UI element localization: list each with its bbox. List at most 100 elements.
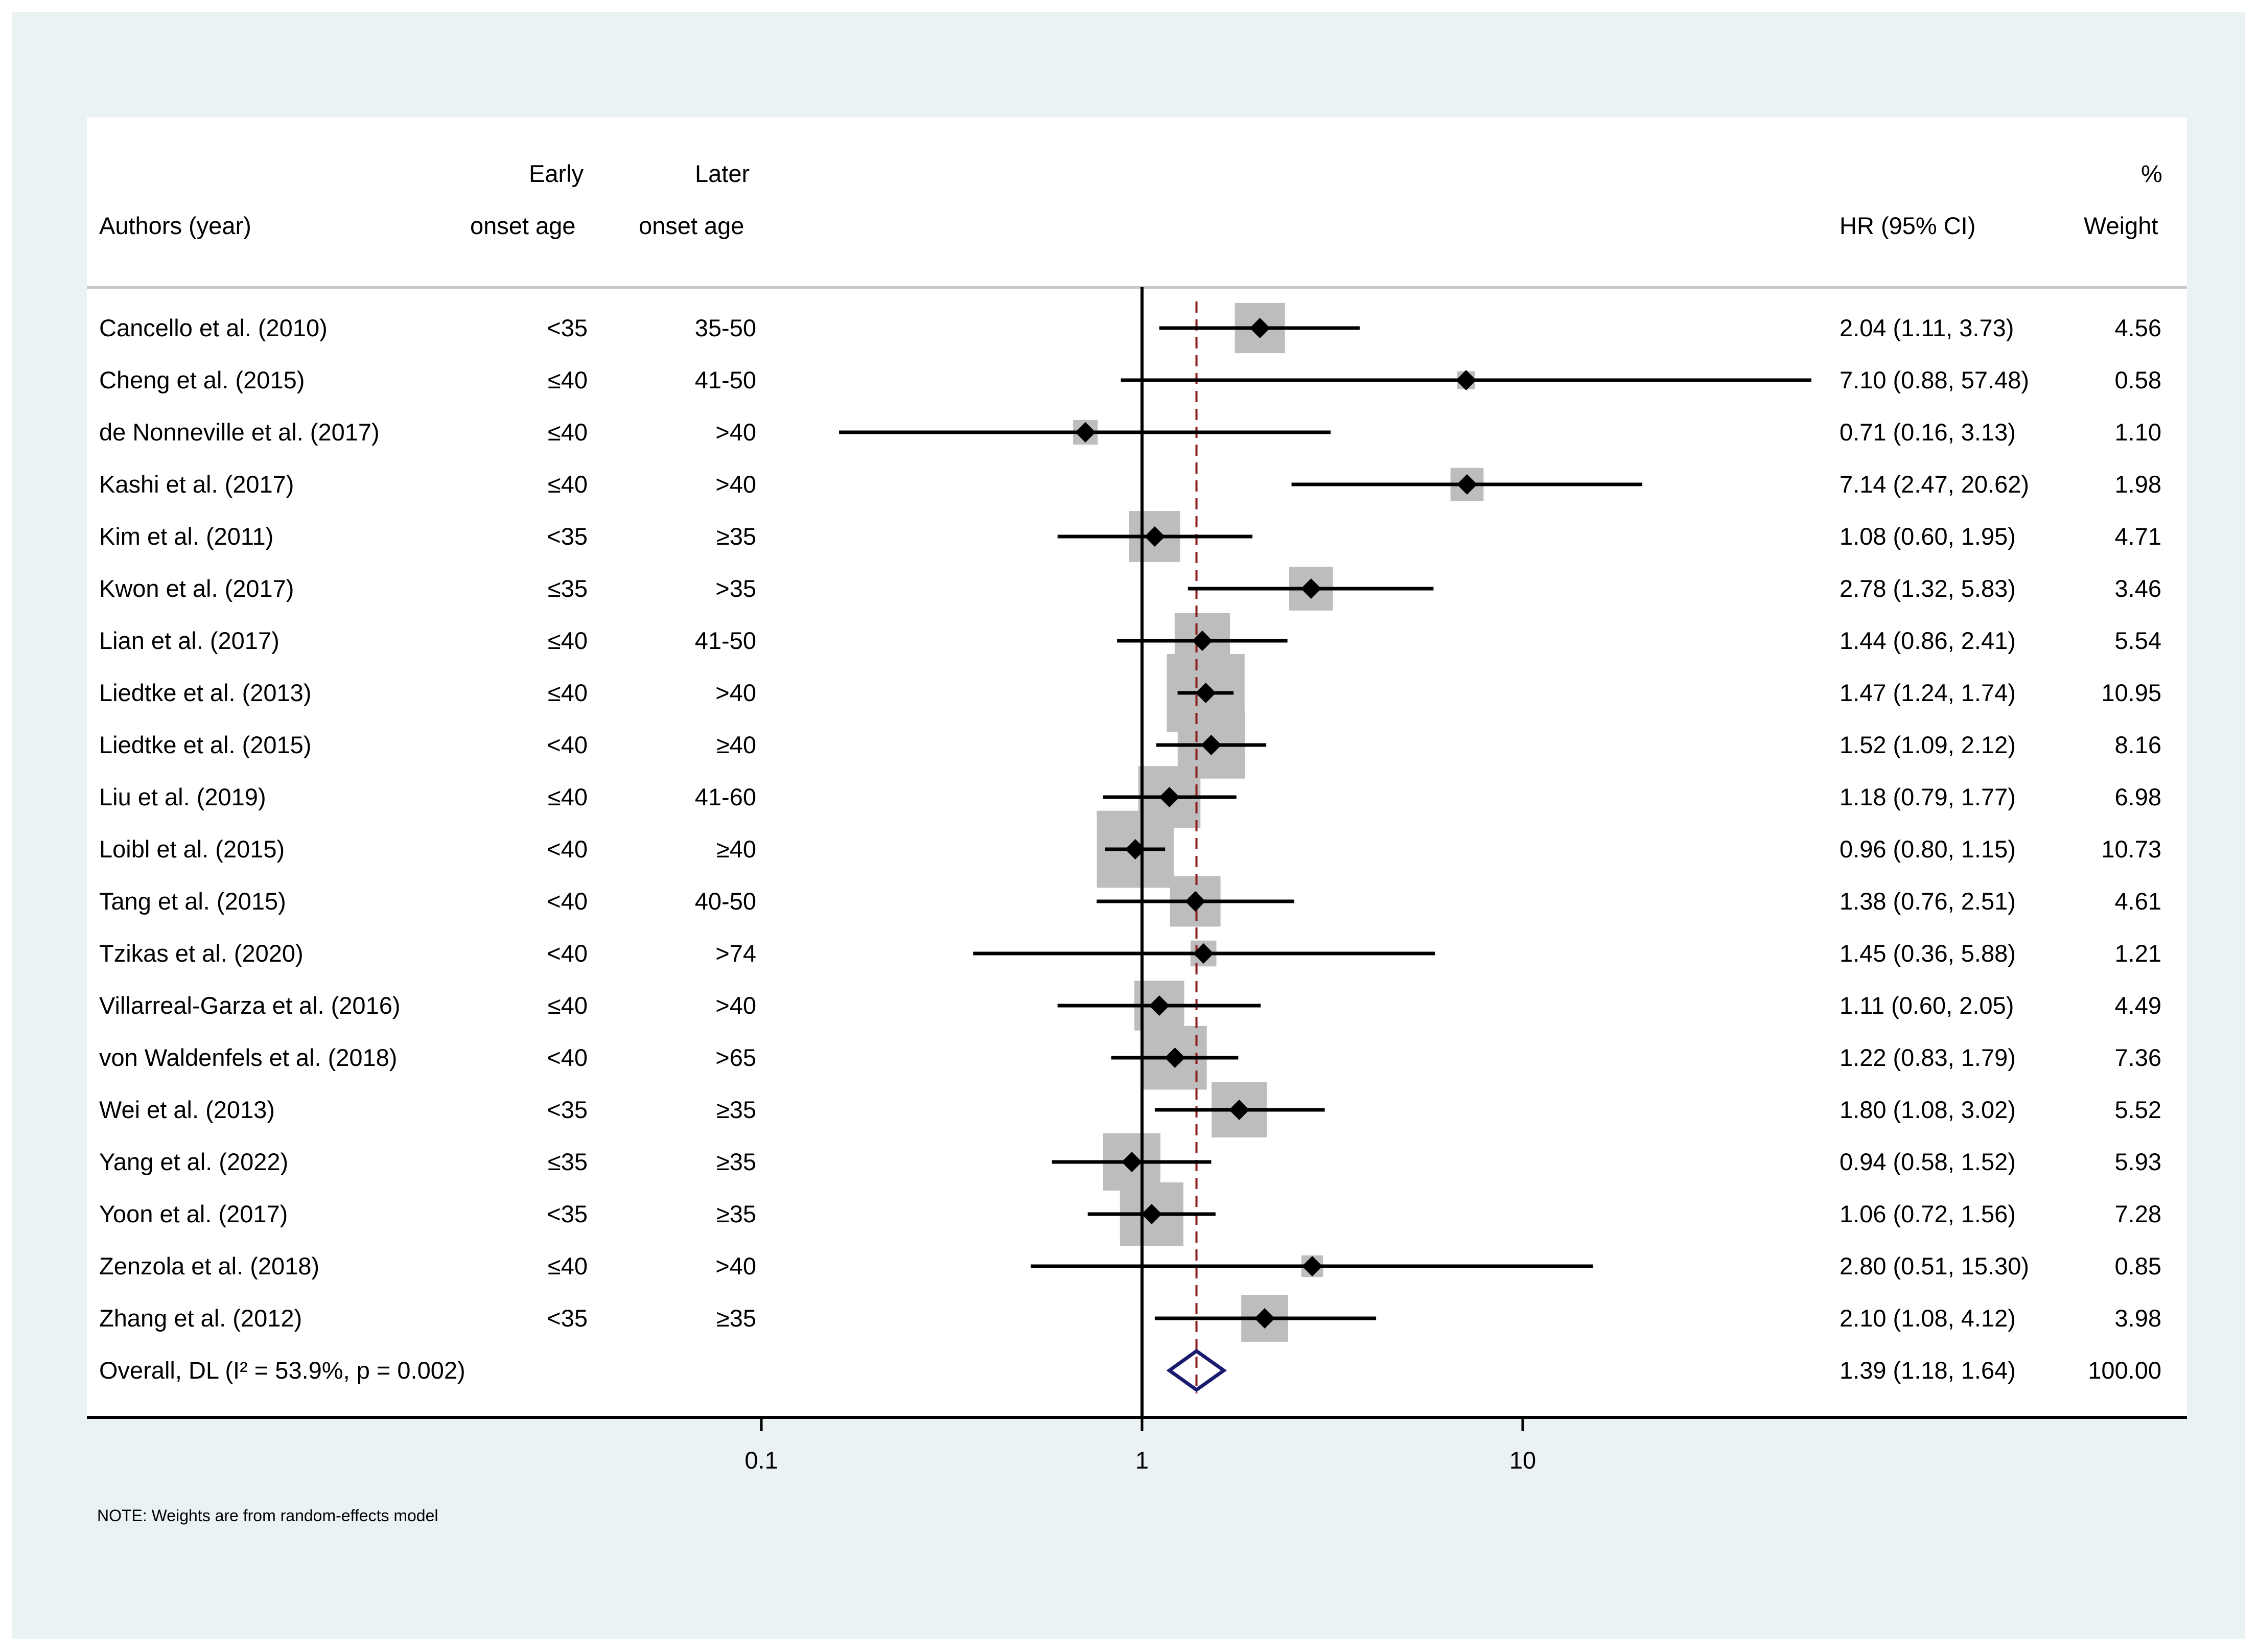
header-later-line2: onset age — [639, 212, 744, 239]
later-onset-age: >65 — [715, 1044, 756, 1071]
study-author: Kwon et al. (2017) — [99, 575, 294, 602]
study-author: Yang et al. (2022) — [99, 1148, 289, 1175]
early-onset-age: ≤40 — [547, 992, 588, 1019]
study-author: Wei et al. (2013) — [99, 1096, 275, 1123]
point-estimate-marker — [1144, 526, 1165, 547]
weight-value: 8.16 — [2114, 731, 2161, 758]
x-tick-label: 1 — [1135, 1447, 1149, 1474]
later-onset-age: 41-50 — [694, 627, 756, 654]
early-onset-age: ≤40 — [547, 471, 588, 498]
weight-value: 5.52 — [2114, 1096, 2161, 1123]
study-author: Kim et al. (2011) — [99, 523, 274, 550]
study-author: Tang et al. (2015) — [99, 888, 286, 915]
later-onset-age: >40 — [715, 1252, 756, 1279]
header-weight-line1: % — [2141, 160, 2162, 187]
later-onset-age: ≥35 — [716, 1096, 756, 1123]
study-author: Loibl et al. (2015) — [99, 835, 285, 863]
point-estimate-marker — [1075, 422, 1096, 443]
study-author: Zenzola et al. (2018) — [99, 1252, 320, 1279]
study-author: Liedtke et al. (2013) — [99, 679, 312, 706]
early-onset-age: <35 — [547, 1200, 588, 1227]
early-onset-age: <35 — [547, 1096, 588, 1123]
hr-ci-value: 7.10 (0.88, 57.48) — [1840, 366, 2030, 393]
later-onset-age: >40 — [715, 418, 756, 446]
later-onset-age: >40 — [715, 679, 756, 706]
early-onset-age: <35 — [547, 1305, 588, 1332]
later-onset-age: >40 — [715, 992, 756, 1019]
weight-value: 0.58 — [2114, 366, 2161, 393]
weight-value: 5.93 — [2114, 1148, 2161, 1175]
hr-ci-value: 1.80 (1.08, 3.02) — [1840, 1096, 2016, 1123]
overall-weight: 100.00 — [2088, 1357, 2161, 1384]
early-onset-age: <40 — [547, 888, 588, 915]
weight-value: 4.61 — [2114, 888, 2161, 915]
header-author: Authors (year) — [99, 212, 251, 239]
point-estimate-marker — [1300, 578, 1321, 599]
hr-ci-value: 1.52 (1.09, 2.12) — [1840, 731, 2016, 758]
study-author: Villarreal-Garza et al. (2016) — [99, 992, 401, 1019]
early-onset-age: ≤35 — [547, 1148, 588, 1175]
study-author: Cancello et al. (2010) — [99, 314, 328, 341]
header-divider — [87, 286, 2187, 289]
x-tick-label: 10 — [1509, 1447, 1537, 1474]
point-estimate-marker — [1121, 1152, 1142, 1172]
point-estimate-marker — [1254, 1308, 1275, 1329]
study-author: Kashi et al. (2017) — [99, 471, 294, 498]
point-estimate-marker — [1457, 474, 1478, 495]
early-onset-age: ≤35 — [547, 575, 588, 602]
point-estimate-marker — [1149, 995, 1170, 1016]
point-estimate-marker — [1456, 370, 1477, 390]
point-estimate-marker — [1192, 631, 1213, 651]
study-author: von Waldenfels et al. (2018) — [99, 1044, 398, 1071]
overall-hr-ci: 1.39 (1.18, 1.64) — [1840, 1357, 2016, 1384]
early-onset-age: ≤40 — [547, 627, 588, 654]
later-onset-age: 35-50 — [694, 314, 756, 341]
hr-ci-value: 2.78 (1.32, 5.83) — [1840, 575, 2016, 602]
weight-value: 3.46 — [2114, 575, 2161, 602]
hr-ci-value: 2.04 (1.11, 3.73) — [1840, 314, 2014, 341]
hr-ci-value: 0.71 (0.16, 3.13) — [1840, 418, 2016, 446]
header-early-line1: Early — [529, 160, 584, 187]
later-onset-age: ≥40 — [716, 835, 756, 863]
later-onset-age: ≥35 — [716, 1200, 756, 1227]
weights-note: NOTE: Weights are from random-effects mo… — [97, 1506, 438, 1525]
hr-ci-value: 2.10 (1.08, 4.12) — [1840, 1305, 2016, 1332]
point-estimate-marker — [1165, 1048, 1185, 1068]
later-onset-age: 40-50 — [694, 888, 756, 915]
early-onset-age: <40 — [547, 731, 588, 758]
hr-ci-value: 1.08 (0.60, 1.95) — [1840, 523, 2016, 550]
early-onset-age: ≤40 — [547, 366, 588, 393]
hr-ci-value: 1.22 (0.83, 1.79) — [1840, 1044, 2016, 1071]
weight-value: 1.21 — [2114, 940, 2161, 967]
hr-ci-value: 1.06 (0.72, 1.56) — [1840, 1200, 2016, 1227]
later-onset-age: 41-50 — [694, 366, 756, 393]
hr-ci-value: 1.44 (0.86, 2.41) — [1840, 627, 2016, 654]
early-onset-age: <35 — [547, 523, 588, 550]
weight-value: 10.95 — [2101, 679, 2161, 706]
early-onset-age: <35 — [547, 314, 588, 341]
early-onset-age: <40 — [547, 835, 588, 863]
weight-value: 4.56 — [2114, 314, 2161, 341]
x-tick-label: 0.1 — [744, 1447, 778, 1474]
later-onset-age: >35 — [715, 575, 756, 602]
overall-label: Overall, DL (I² = 53.9%, p = 0.002) — [99, 1357, 465, 1384]
early-onset-age: <40 — [547, 940, 588, 967]
study-author: Liedtke et al. (2015) — [99, 731, 312, 758]
hr-ci-value: 1.38 (0.76, 2.51) — [1840, 888, 2016, 915]
weight-value: 4.71 — [2114, 523, 2161, 550]
hr-ci-value: 1.45 (0.36, 5.88) — [1840, 940, 2016, 967]
weight-value: 5.54 — [2114, 627, 2161, 654]
hr-ci-value: 0.96 (0.80, 1.15) — [1840, 835, 2016, 863]
later-onset-age: >74 — [715, 940, 756, 967]
weight-value: 1.10 — [2114, 418, 2161, 446]
x-axis-line — [87, 1416, 2187, 1419]
header-early-line2: onset age — [470, 212, 576, 239]
point-estimate-marker — [1159, 787, 1180, 807]
early-onset-age: ≤40 — [547, 418, 588, 446]
study-author: Liu et al. (2019) — [99, 783, 266, 810]
weight-value: 6.98 — [2114, 783, 2161, 810]
hr-ci-value: 1.18 (0.79, 1.77) — [1840, 783, 2016, 810]
later-onset-age: >40 — [715, 471, 756, 498]
study-author: Yoon et al. (2017) — [99, 1200, 288, 1227]
